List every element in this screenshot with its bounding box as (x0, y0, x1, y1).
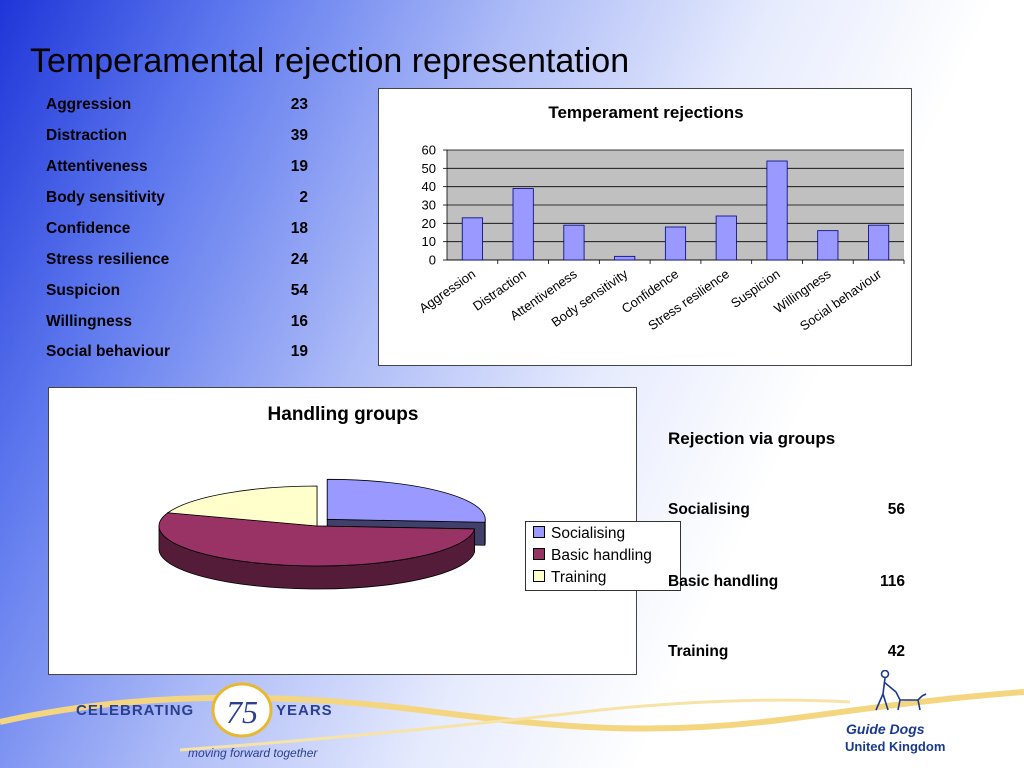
y-tick-label: 10 (422, 234, 436, 249)
y-tick-label: 40 (422, 179, 436, 194)
bar (766, 160, 788, 261)
bar (868, 224, 890, 261)
bar (461, 217, 483, 261)
table-row: Suspicion 54 (46, 282, 308, 313)
legend-item-socialising: Socialising (533, 525, 625, 545)
gold-swoosh-thin (179, 698, 851, 752)
row-label: Willingness (46, 313, 132, 330)
row-label: Aggression (46, 96, 132, 113)
table-row: Body sensitivity 2 (46, 189, 308, 220)
row-value: 19 (290, 158, 308, 175)
legend-label: Training (551, 569, 607, 586)
handling-pie-chart: Handling groups (158, 404, 486, 590)
group-row: Training 42 (668, 643, 905, 665)
legend-label: Basic handling (551, 547, 652, 564)
pie-chart-title: Handling groups (268, 404, 419, 425)
row-label: Confidence (46, 220, 131, 237)
table-row: Aggression 23 (46, 96, 308, 127)
pie-slice (326, 478, 486, 523)
y-tick-label: 0 (429, 253, 436, 268)
years-text: YEARS (276, 702, 333, 719)
bar-chart-panel: Temperament rejections 0 10 20 30 40 50 60 Aggr… (378, 88, 912, 366)
bar (614, 255, 636, 261)
table-row: Confidence 18 (46, 220, 308, 251)
group-row: Basic handling 116 (668, 573, 905, 595)
row-value: 23 (290, 96, 308, 113)
footer-banner: CELEBRATING 75 YEARS moving forward toge… (0, 670, 1024, 760)
group-value: 56 (887, 501, 905, 518)
group-label: Basic handling (668, 573, 779, 590)
anniversary-number: 75 (226, 694, 258, 730)
row-label: Attentiveness (46, 158, 148, 175)
row-label: Body sensitivity (46, 189, 165, 206)
row-label: Social behaviour (46, 343, 171, 360)
row-value: 16 (290, 313, 308, 330)
celebrating-text: CELEBRATING (76, 702, 194, 719)
group-label: Training (668, 643, 729, 660)
group-row: Socialising 56 (668, 501, 905, 523)
legend-label: Socialising (551, 525, 626, 542)
bar (817, 230, 839, 261)
row-label: Suspicion (46, 282, 121, 299)
y-tick-label: 50 (422, 161, 436, 176)
bar-plot-area: 0102030405060AggressionDistractionAttent… (416, 143, 905, 334)
group-label: Socialising (668, 501, 750, 518)
table-row: Stress resilience 24 (46, 251, 308, 282)
pie-slice (158, 512, 476, 567)
table-row: Social behaviour 19 (46, 343, 308, 374)
pie-legend: Socialising Basic handling Training (525, 521, 681, 591)
gold-swoosh (0, 689, 1024, 732)
row-value: 18 (290, 220, 308, 237)
row-value: 39 (290, 127, 308, 144)
bar-chart-title: Temperament rejections (548, 103, 743, 122)
legend-swatch (533, 548, 545, 560)
legend-swatch (533, 570, 545, 582)
row-label: Stress resilience (46, 251, 170, 268)
bar (563, 224, 585, 261)
slide-title: Temperamental rejection representation (30, 42, 630, 80)
pie-slice (166, 485, 318, 527)
anniversary-badge (211, 682, 273, 738)
row-value: 2 (299, 189, 308, 206)
groups-heading: Rejection via groups (668, 429, 836, 448)
guide-dogs-name: Guide Dogs (846, 721, 925, 737)
table-row: Willingness 16 (46, 313, 308, 344)
table-row: Attentiveness 19 (46, 158, 308, 189)
legend-item-basic-handling: Basic handling (533, 547, 652, 567)
guide-dog-logo-icon (875, 670, 927, 711)
row-value: 19 (290, 343, 308, 360)
x-tick-label: Aggression (416, 266, 478, 316)
bar (512, 188, 534, 261)
row-label: Distraction (46, 127, 127, 144)
bar (664, 226, 687, 261)
group-value: 116 (879, 573, 905, 590)
table-row: Distraction 39 (46, 127, 308, 158)
pie-chart-panel: Handling groups Socialising Basic handli… (48, 387, 681, 675)
pie-slices (158, 478, 486, 590)
legend-item-training: Training (533, 569, 606, 589)
guide-dogs-country: United Kingdom (845, 739, 946, 754)
y-tick-label: 20 (422, 216, 436, 231)
temperament-bar-chart: Temperament rejections 0 10 20 30 40 50 60 Aggr… (416, 103, 905, 334)
bar (715, 215, 737, 261)
y-tick-label: 60 (422, 143, 436, 158)
row-value: 24 (290, 251, 308, 268)
group-value: 42 (887, 643, 905, 660)
tagline-text: moving forward together (188, 746, 318, 760)
legend-swatch (533, 526, 545, 538)
y-tick-label: 30 (422, 198, 436, 213)
row-value: 54 (290, 282, 308, 299)
